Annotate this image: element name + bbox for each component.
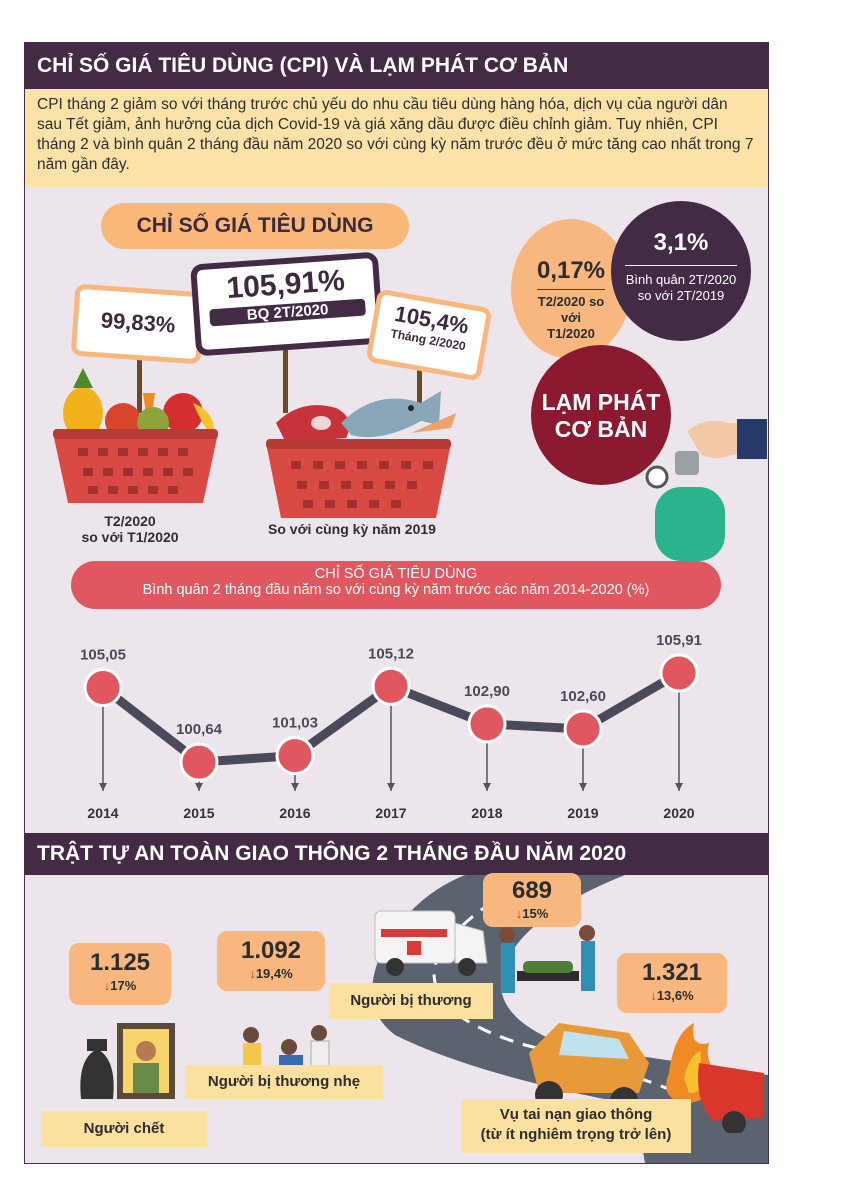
value-label-2016: 101,03 — [272, 715, 318, 732]
accidents-value: 1.321 — [641, 959, 703, 986]
year-label-2014: 2014 — [87, 805, 118, 821]
down-arrow-icon: ↓ — [650, 988, 657, 1003]
accidents-change: 13,6% — [656, 988, 694, 1003]
yoy-cpi-caption: So với cùng kỳ năm 2019 — [268, 521, 436, 537]
chart-subtitle: Bình quân 2 tháng đầu năm so với cùng kỳ… — [142, 582, 650, 598]
injured-change: 15% — [522, 906, 549, 921]
mom-caption-line2: so với T1/2020 — [81, 529, 179, 545]
accidents-callout: 1.321 ↓13,6% — [617, 953, 727, 1013]
value-label-2017: 105,12 — [368, 645, 414, 662]
accidents-label-line2: (từ ít nghiêm trọng trở lên) — [480, 1126, 672, 1143]
year-label-2018: 2018 — [471, 805, 502, 821]
down-arrow-icon: ↓ — [249, 966, 256, 981]
core-inflation-mom: 0,17% T2/2020 so với T1/2020 — [511, 219, 631, 359]
feb-cpi-sign: 105,4% Tháng 2/2020 — [365, 288, 493, 382]
core-inflation-title-2: CƠ BẢN — [554, 416, 648, 442]
core-inflation-mom-value: 0,17% — [536, 257, 606, 284]
year-label-2016: 2016 — [279, 805, 310, 821]
injured-value: 689 — [511, 877, 553, 904]
minor-injured-change: 19,4% — [255, 966, 293, 981]
data-point-2018 — [467, 704, 507, 744]
chart-banner: CHỈ SỐ GIÁ TIÊU DÙNG Bình quân 2 tháng đ… — [71, 561, 721, 609]
guide-arrow-2018 — [483, 783, 491, 791]
mom-cpi-caption: T2/2020 so với T1/2020 — [55, 513, 205, 545]
deaths-callout: 1.125 ↓17% — [69, 943, 171, 1005]
guide-arrow-2017 — [387, 783, 395, 791]
sign-stick — [283, 333, 288, 413]
year-label-2019: 2019 — [567, 805, 598, 821]
section-traffic-title: TRẬT TỰ AN TOÀN GIAO THÔNG 2 THÁNG ĐẦU N… — [25, 833, 768, 875]
guide-arrow-2014 — [99, 783, 107, 791]
chart-title: CHỈ SỐ GIÁ TIÊU DÙNG — [314, 566, 478, 582]
mom-cpi-value: 99,83% — [100, 307, 177, 338]
core-inflation-title-1: LẠM PHÁT — [541, 389, 661, 415]
deaths-label: Người chết — [41, 1111, 207, 1147]
data-point-2016 — [275, 736, 315, 776]
minor-injured-label: Người bị thương nhẹ — [185, 1065, 383, 1099]
value-label-2019: 102,60 — [560, 688, 606, 705]
sign-stick — [137, 343, 142, 413]
year-label-2017: 2017 — [375, 805, 406, 821]
minor-injured-value: 1.092 — [240, 937, 302, 964]
accidents-label: Vụ tai nạn giao thông (từ ít nghiêm trọn… — [461, 1099, 691, 1153]
guide-arrow-2015 — [195, 783, 203, 791]
deaths-value: 1.125 — [89, 949, 151, 976]
data-point-2014 — [83, 668, 123, 708]
data-point-2015 — [179, 742, 219, 782]
infographic-frame: CHỈ SỐ GIÁ TIÊU DÙNG (CPI) VÀ LẠM PHÁT C… — [24, 42, 769, 1164]
core-inflation-bubble: LẠM PHÁT CƠ BẢN — [531, 345, 671, 485]
down-arrow-icon: ↓ — [515, 906, 523, 921]
year-label-2015: 2015 — [183, 805, 214, 821]
avg-cpi-sign: 105,91% BQ 2T/2020 — [190, 251, 384, 357]
sign-stick — [417, 363, 422, 413]
fruit-basket-icon — [53, 368, 218, 503]
guide-arrow-2016 — [291, 783, 299, 791]
value-label-2020: 105,91 — [656, 632, 702, 649]
value-label-2018: 102,90 — [464, 683, 510, 700]
cpi-heading: CHỈ SỐ GIÁ TIÊU DÙNG — [101, 203, 409, 249]
data-point-2017 — [371, 666, 411, 706]
cpi-line-chart: 105,05 2014 100,64 2015 101,03 2016 105,12 2017… — [80, 632, 702, 821]
data-point-2020 — [659, 653, 699, 693]
meat-fish-basket-icon — [266, 391, 456, 518]
minor-injured-callout: 1.092 ↓19,4% — [217, 931, 325, 991]
core-inflation-avg-value: 3,1% — [653, 229, 709, 256]
ambulance-icon — [374, 910, 488, 976]
section-cpi-title: CHỈ SỐ GIÁ TIÊU DÙNG (CPI) VÀ LẠM PHÁT C… — [25, 43, 768, 89]
guide-arrow-2020 — [675, 783, 683, 791]
accidents-label-line1: Vụ tai nạn giao thông — [499, 1106, 653, 1123]
value-label-2015: 100,64 — [176, 721, 223, 738]
memorial-photo-icon — [80, 1023, 175, 1099]
stretcher-icon — [499, 925, 595, 993]
gas-cylinder-icon — [645, 419, 767, 561]
data-point-2019 — [563, 709, 603, 749]
down-arrow-icon: ↓ — [103, 978, 111, 993]
injured-callout: 689 ↓15% — [483, 873, 581, 927]
injured-label: Người bị thương — [329, 983, 493, 1019]
crashed-car-icon — [529, 1023, 764, 1133]
deaths-change: 17% — [110, 978, 137, 993]
value-label-2014: 105,05 — [80, 647, 126, 664]
core-inflation-mom-caption: T2/2020 so với T1/2020 — [537, 289, 605, 342]
core-inflation-avg-caption: Bình quân 2T/2020 so với 2T/2019 — [625, 265, 737, 304]
year-label-2020: 2020 — [663, 805, 694, 821]
core-inflation-avg: 3,1% Bình quân 2T/2020 so với 2T/2019 — [611, 201, 751, 341]
mom-caption-line1: T2/2020 — [104, 513, 156, 529]
guide-arrow-2019 — [579, 783, 587, 791]
intro-paragraph: CPI tháng 2 giảm so với tháng trước chủ … — [25, 89, 768, 187]
